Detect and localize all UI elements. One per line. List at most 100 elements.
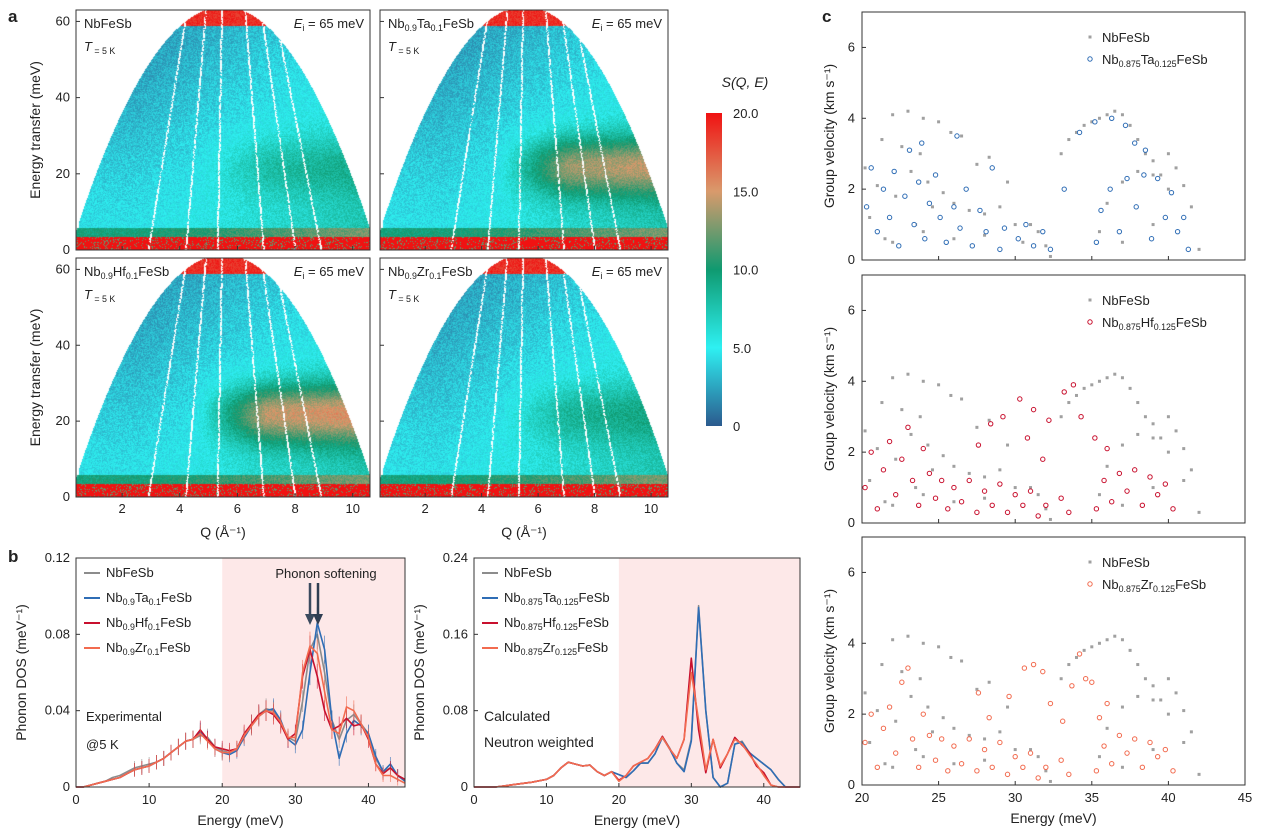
scatter-point <box>1144 677 1147 680</box>
scatter-point <box>1044 244 1047 247</box>
scatter-point <box>892 169 896 173</box>
subscript: 0.875 <box>1119 59 1141 69</box>
scatter-point <box>1117 229 1121 233</box>
scatter-point <box>1152 436 1155 439</box>
scatter-point <box>1169 190 1173 194</box>
subscript: 0.9 <box>405 271 417 281</box>
scatter-point <box>939 737 943 741</box>
scatter-point <box>1044 765 1048 769</box>
scatter-point <box>900 408 903 411</box>
scatter-point <box>1155 492 1159 496</box>
x-tick-label: 35 <box>1085 790 1099 805</box>
x-axis-label: Energy (meV) <box>197 812 283 828</box>
scatter-point <box>1002 226 1006 230</box>
formula-part: Nb <box>504 615 521 630</box>
scatter-point <box>958 226 962 230</box>
scatter-point <box>1031 662 1035 666</box>
scatter-point <box>938 215 942 219</box>
scatter-point <box>1129 124 1132 127</box>
scatter-point <box>1098 380 1101 383</box>
scatter-point <box>944 240 948 244</box>
scatter-point <box>1159 698 1162 701</box>
scatter-point <box>1125 489 1129 493</box>
scatter-point <box>983 497 986 500</box>
x-tick-label: 10 <box>142 792 156 807</box>
legend-label: Nb0.875Zr0.125FeSb <box>1102 577 1206 594</box>
scatter-point <box>919 677 922 680</box>
scatter-point <box>1152 159 1155 162</box>
scatter-point <box>976 691 980 695</box>
legend-label: Nb0.9Hf0.1FeSb <box>106 615 191 632</box>
scatter-point <box>897 244 901 248</box>
subscript: 0.875 <box>1119 584 1141 594</box>
sample-label: Nb0.9Hf0.1FeSb <box>84 264 169 281</box>
x-tick-label: 25 <box>931 790 945 805</box>
y-axis-label: Phonon DOS (meV⁻¹) <box>13 604 29 741</box>
scatter-point <box>900 457 904 461</box>
scatter-point <box>906 110 909 113</box>
colorbar-tick-label: 5.0 <box>733 341 751 356</box>
scatter-point <box>1047 418 1051 422</box>
scatter-point <box>1060 677 1063 680</box>
scatter-point <box>952 727 955 730</box>
scatter-point <box>921 446 925 450</box>
subscript: 0.875 <box>521 597 543 607</box>
scatter-point <box>1167 188 1170 191</box>
formula-part: FeSb <box>579 590 610 605</box>
x-tick-label: 10 <box>644 501 658 516</box>
scatter-point <box>926 444 929 447</box>
scatter-point <box>1036 776 1040 780</box>
formula-part: FeSb <box>443 16 474 31</box>
scatter-point <box>975 510 979 514</box>
y-tick-label: 0 <box>63 489 70 504</box>
calculated-note: Calculated <box>484 708 550 724</box>
legend-label: Nb0.9Ta0.1FeSb <box>106 590 192 607</box>
incident-energy-label: Ei = 65 meV <box>294 16 365 33</box>
scatter-point <box>975 769 979 773</box>
scatter-point <box>1098 493 1101 496</box>
scatter-point <box>1031 407 1035 411</box>
scatter-point <box>1132 737 1136 741</box>
scatter-point <box>952 500 955 503</box>
scatter-point <box>1049 780 1052 783</box>
scatter-point <box>988 422 992 426</box>
formula-part: Nb <box>106 640 123 655</box>
scatter-point <box>894 751 898 755</box>
scatter-point <box>1083 677 1087 681</box>
scatter-point <box>900 145 903 148</box>
scatter-point <box>922 755 925 758</box>
subscript: 0.125 <box>1153 584 1175 594</box>
subscript: = 5 K <box>396 294 419 304</box>
scatter-point <box>910 478 914 482</box>
formula-part: Ta <box>1141 52 1156 67</box>
scatter-point <box>1005 772 1009 776</box>
y-tick-label: 6 <box>848 302 855 317</box>
scatter-point <box>1152 223 1155 226</box>
scatter-point <box>960 398 963 401</box>
scatter-point <box>931 205 934 208</box>
scatter-point <box>1152 748 1155 751</box>
x-tick-label: 30 <box>684 792 698 807</box>
subscript: 0.125 <box>555 647 577 657</box>
scatter-point <box>1099 208 1103 212</box>
y-tick-label: 2 <box>848 444 855 459</box>
x-tick-label: 4 <box>478 501 485 516</box>
x-tick-label: 10 <box>539 792 553 807</box>
scatter-point <box>1106 727 1109 730</box>
subscript: 0.125 <box>556 622 578 632</box>
scatter-point <box>1049 518 1052 521</box>
scatter-point <box>1016 237 1020 241</box>
formula-part: = 65 meV <box>602 16 662 31</box>
y-tick-label: 0 <box>63 242 70 257</box>
panel-label-b: b <box>8 547 18 566</box>
scatter-point <box>1144 415 1147 418</box>
scatter-point <box>1098 642 1101 645</box>
subscript: 0.875 <box>521 622 543 632</box>
x-tick-label: 45 <box>1238 790 1252 805</box>
formula-part: Nb <box>84 264 101 279</box>
scatter-point <box>1067 138 1070 141</box>
scatter-point <box>1014 223 1017 226</box>
scatter-point <box>1132 141 1136 145</box>
legend-marker <box>1088 582 1092 586</box>
